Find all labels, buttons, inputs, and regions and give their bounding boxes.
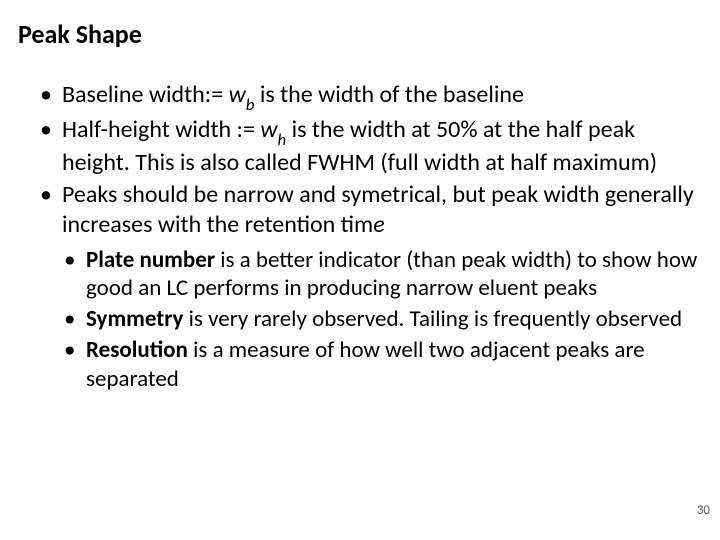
page-number: 30 xyxy=(697,503,710,518)
bold-term: Plate number xyxy=(86,246,215,274)
variable-w: w xyxy=(260,115,277,144)
bullet-text: is the width of the baseline xyxy=(254,80,524,109)
bold-term: Symmetry xyxy=(86,305,183,333)
bold-term: Resolution xyxy=(86,336,188,364)
sub-bullet-symmetry: Symmetry is very rarely observed. Tailin… xyxy=(64,305,698,334)
italic-e: e xyxy=(373,210,384,239)
sub-bullet-list: Plate number is a better indicator (than… xyxy=(64,246,698,394)
subscript-b: b xyxy=(246,94,255,115)
sub-bullet-text: is very rarely observed. Tailing is freq… xyxy=(183,305,682,333)
bullet-item-baseline: Baseline width:= wb is the width of the … xyxy=(40,80,698,113)
main-bullet-list: Baseline width:= wb is the width of the … xyxy=(40,80,698,240)
bullet-item-halfheight: Half-height width := wh is the width at … xyxy=(40,115,698,178)
bullet-text: Half-height width := xyxy=(62,115,260,144)
slide-title: Peak Shape xyxy=(18,18,698,50)
variable-w: w xyxy=(229,80,246,109)
bullet-text: Baseline width:= xyxy=(62,80,229,109)
sub-bullet-plate-number: Plate number is a better indicator (than… xyxy=(64,246,698,304)
bullet-item-peaks: Peaks should be narrow and symetrical, b… xyxy=(40,180,698,240)
sub-bullet-resolution: Resolution is a measure of how well two … xyxy=(64,336,698,394)
subscript-h: h xyxy=(278,129,287,150)
